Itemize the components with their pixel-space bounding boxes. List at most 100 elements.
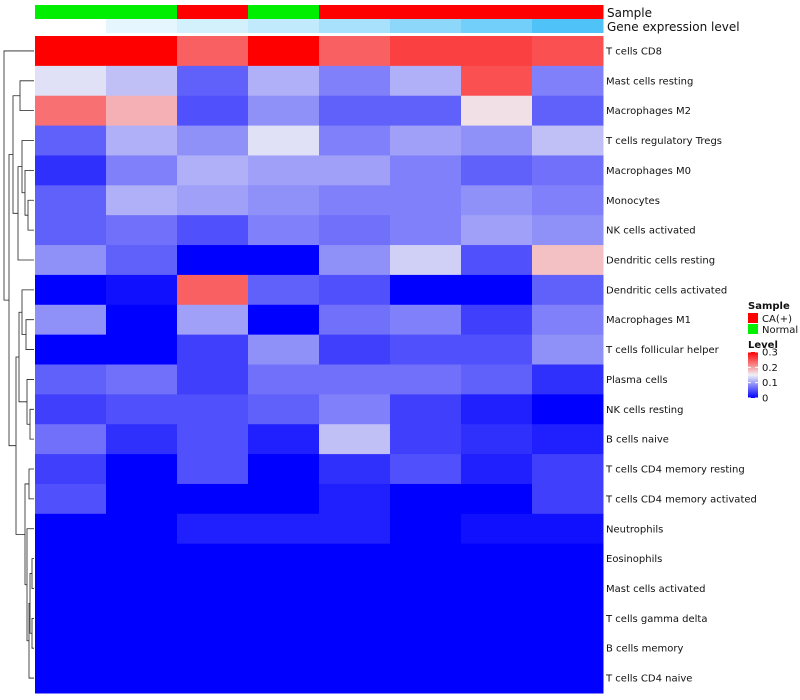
row-label: Dendritic cells activated [606, 285, 727, 296]
heatmap-cell [532, 424, 604, 455]
heatmap-cell [106, 334, 178, 365]
heatmap-cell [248, 364, 320, 395]
heatmap-cell [461, 65, 533, 97]
heatmap-cell [177, 245, 249, 276]
level-legend: Level 0.3 0.2 0.1 0 [748, 340, 778, 405]
heatmap-cell [106, 424, 178, 455]
heatmap-cell [532, 454, 604, 485]
sample-legend-swatch [748, 324, 758, 334]
heatmap-cell [248, 304, 320, 336]
heatmap-cell [177, 394, 249, 425]
row-label: T cells gamma delta [605, 614, 707, 625]
heatmap-cell [390, 304, 462, 336]
heatmap-cell [177, 573, 249, 604]
dendrogram-branch [21, 289, 34, 336]
heatmap-cell [35, 215, 107, 246]
heatmap-cell [461, 274, 533, 306]
heatmap-cell [461, 513, 533, 545]
heatmap-cell [319, 424, 391, 455]
heatmap-cell [532, 304, 604, 336]
row-label: Macrophages M1 [606, 315, 691, 326]
heatmap-cell [461, 36, 533, 67]
dendrogram-branch [25, 319, 34, 350]
dendrogram-branch [8, 154, 16, 447]
heatmap-cell [35, 663, 107, 694]
heatmap-cell [319, 513, 391, 545]
heatmap-cell [532, 95, 604, 127]
heatmap-cell [106, 155, 178, 186]
heatmap-cell [390, 394, 462, 425]
row-label: B cells memory [606, 644, 683, 655]
heatmap-cell [532, 513, 604, 545]
heatmap-cell [35, 543, 107, 575]
heatmap-cell [106, 364, 178, 395]
heatmap-cell [461, 394, 533, 425]
gene-annotation-cell [390, 19, 462, 33]
heatmap-cell [177, 633, 249, 664]
row-label: Macrophages M0 [606, 166, 691, 177]
sample-legend-label: Normal [762, 325, 798, 336]
heatmap-cell [319, 274, 391, 306]
heatmap-cell [532, 125, 604, 156]
heatmap-cell [461, 155, 533, 186]
heatmap-cell [106, 663, 178, 694]
heatmap-cell [177, 483, 249, 515]
gene-annotation-cell [461, 19, 533, 33]
sample-legend: Sample CA(+)Normal [748, 301, 798, 336]
row-label: Dendritic cells resting [606, 255, 715, 266]
dendrogram-branch [28, 468, 34, 500]
heatmap-cell [248, 36, 320, 67]
level-legend-label: 0.2 [762, 363, 778, 374]
heatmap-cell [248, 245, 320, 276]
heatmap-cell [177, 36, 249, 67]
heatmap-cell [390, 334, 462, 365]
heatmap-cell [177, 454, 249, 485]
heatmap-cell [35, 155, 107, 186]
heatmap-cell [390, 573, 462, 604]
heatmap-cell [461, 543, 533, 575]
heatmap-cell [390, 36, 462, 67]
heatmap-cell [248, 633, 320, 664]
heatmap-cell [461, 215, 533, 246]
heatmap-cell [319, 36, 391, 67]
heatmap-cell [390, 155, 462, 186]
heatmap-cell [177, 215, 249, 246]
heatmap-cell [177, 513, 249, 545]
heatmap-cell [532, 245, 604, 276]
dendrogram-branch [21, 140, 34, 194]
sample-annotation-cell [248, 5, 320, 19]
heatmap-cell [35, 483, 107, 515]
sample-annotation-cell [532, 5, 604, 19]
heatmap-cell [532, 215, 604, 246]
heatmap-cell [106, 274, 178, 306]
heatmap-cell [248, 513, 320, 545]
heatmap-cell [532, 185, 604, 216]
heatmap-cell [461, 304, 533, 336]
heatmap-cell [106, 394, 178, 425]
gene-annotation-label: Gene expression level [607, 20, 740, 34]
heatmap-cell [248, 454, 320, 485]
heatmap-cell [319, 663, 391, 694]
dendrogram-branch [24, 169, 34, 216]
heatmap-cell [106, 543, 178, 575]
sample-annotation-label: Sample [607, 6, 652, 20]
heatmap-cell [35, 245, 107, 276]
dendrogram-branch [29, 408, 34, 440]
heatmap-cell [106, 304, 178, 336]
sample-legend-title: Sample [748, 301, 790, 312]
heatmap-cell [461, 663, 533, 694]
sample-legend-swatch [748, 313, 758, 323]
row-label: Mast cells activated [606, 584, 705, 595]
heatmap-cell [319, 215, 391, 246]
gene-annotation-cell [248, 19, 320, 33]
heatmap-cell [390, 95, 462, 127]
sample-legend-label: CA(+) [762, 314, 792, 325]
heatmap-cell [461, 95, 533, 127]
heatmap-cell [35, 125, 107, 156]
heatmap-cell [248, 65, 320, 97]
heatmap-cell [319, 633, 391, 664]
heatmap-cell [319, 543, 391, 575]
level-legend-label: 0 [762, 394, 768, 405]
heatmap-cell [248, 424, 320, 455]
heatmap-cell [532, 394, 604, 425]
